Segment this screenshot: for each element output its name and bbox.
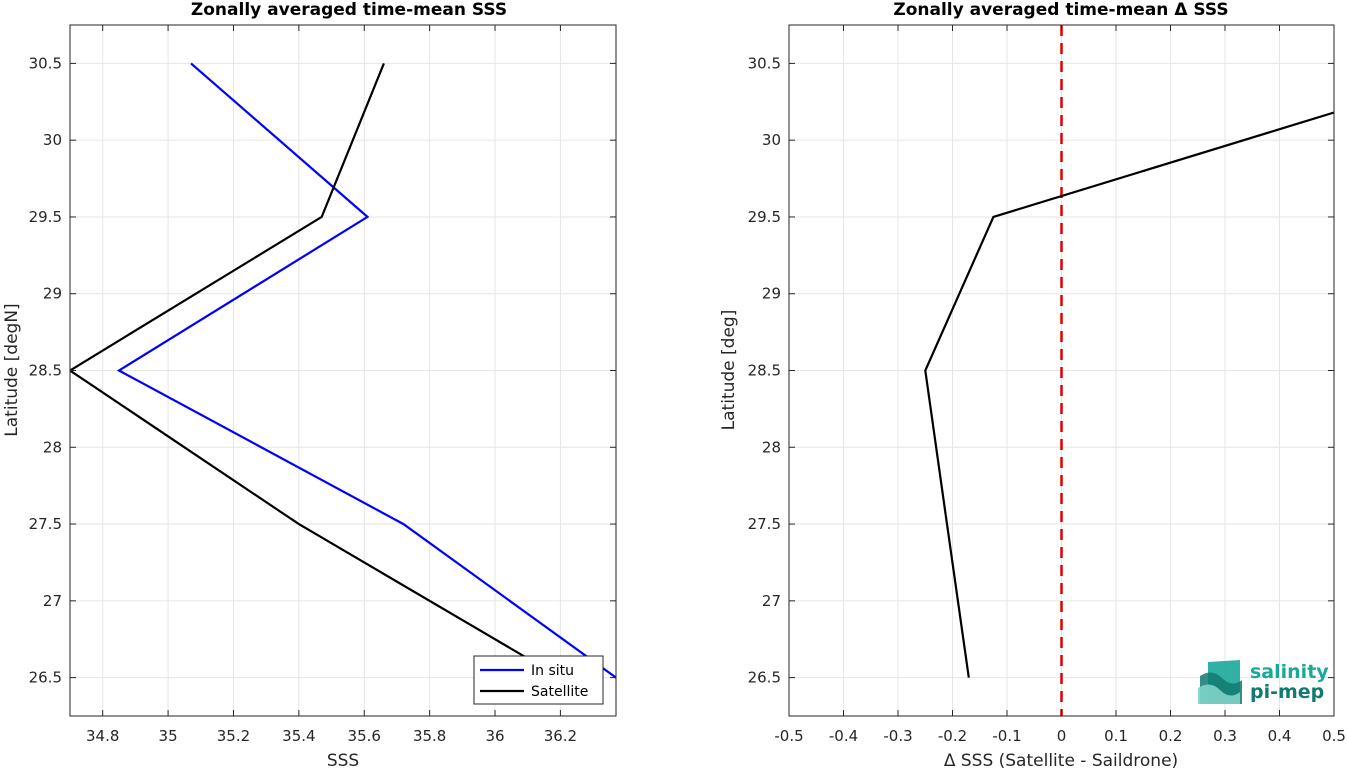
delta-sss-panel: Zonally averaged time-mean Δ SSS -0.5 -0.… [719,0,1346,769]
y-tick-label: 29 [762,285,781,303]
y-tick-label: 27 [43,592,62,610]
sss-legend: In situ Satellite [473,655,604,705]
x-tick-label: 35 [159,727,178,745]
x-tick-label: -0.4 [829,727,858,745]
x-tick-label: 0.3 [1213,727,1237,745]
legend-box [473,655,604,705]
x-tick-label: -0.3 [883,727,912,745]
logo-line1: salinity [1250,661,1329,683]
logo-line2: pi-mep [1250,681,1324,703]
legend-in-situ-label: In situ [531,663,574,679]
y-tick-label: 30.5 [29,54,62,72]
y-tick-label: 27 [762,592,781,610]
x-tick-label: 0.5 [1322,727,1346,745]
y-tick-label: 29 [43,285,62,303]
series-line-satellite [70,62,561,679]
sss-x-axis-label: SSS [327,751,359,769]
x-tick-label: 0.2 [1159,727,1183,745]
sss-plot-area: 34.8 35 35.2 35.4 35.6 35.8 36 36.2 26.5 27 27.5 28… [29,24,617,745]
x-tick-label: 34.8 [86,727,119,745]
series-line-delta [924,111,1334,678]
x-tick-label: 36.2 [544,727,577,745]
x-tick-label: 0.1 [1104,727,1128,745]
y-tick-label: 28.5 [748,362,781,380]
x-tick-label: 35.4 [282,727,315,745]
x-tick-label: 0.4 [1268,727,1292,745]
y-tick-label: 28 [762,438,781,456]
y-tick-label: 26.5 [748,669,781,687]
x-tick-label: 36 [485,727,504,745]
delta-sss-x-axis-label: Δ SSS (Satellite - Saildrone) [944,751,1178,769]
logo-wave-icon [1198,660,1242,704]
y-tick-label: 29.5 [29,208,62,226]
y-tick-label: 29.5 [748,208,781,226]
delta-sss-chart-title: Zonally averaged time-mean Δ SSS [893,0,1228,20]
delta-sss-y-axis-label: Latitude [deg] [719,310,739,431]
x-tick-label: -0.5 [774,727,803,745]
sss-y-axis-label: Latitude [degN] [2,303,22,436]
x-tick-label: 35.2 [217,727,250,745]
x-tick-label: 35.8 [413,727,446,745]
y-tick-label: 30 [43,131,62,149]
y-tick-label: 27.5 [748,515,781,533]
legend-satellite-label: Satellite [531,684,588,700]
series-line-in-situ [116,62,616,679]
salinity-pi-mep-logo: salinity pi-mep [1198,660,1329,704]
delta-sss-plot-area: -0.5 -0.4 -0.3 -0.2 -0.1 0 0.1 0.2 0.3 0.4 0.5 26.5… [748,24,1346,745]
sss-panel: Zonally averaged time-mean SSS 34.8 35 35.… [2,0,617,769]
y-tick-label: 30.5 [748,54,781,72]
y-tick-label: 27.5 [29,515,62,533]
x-tick-label: -0.1 [992,727,1021,745]
y-tick-label: 26.5 [29,669,62,687]
x-tick-label: 35.6 [348,727,381,745]
y-tick-label: 28 [43,438,62,456]
x-tick-label: 0 [1057,727,1067,745]
sss-chart-title: Zonally averaged time-mean SSS [191,0,507,20]
y-tick-label: 30 [762,131,781,149]
y-tick-label: 28.5 [29,362,62,380]
x-tick-label: -0.2 [938,727,967,745]
